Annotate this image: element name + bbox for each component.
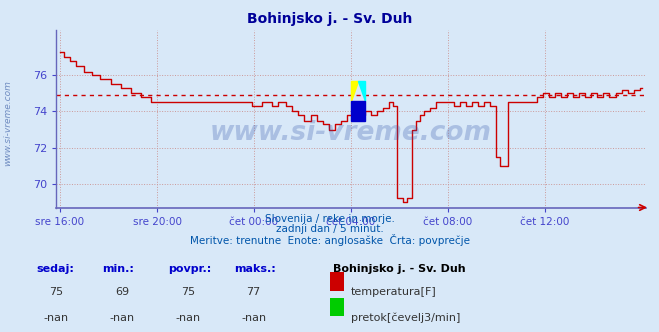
Text: zadnji dan / 5 minut.: zadnji dan / 5 minut.	[275, 224, 384, 234]
Text: 69: 69	[115, 287, 129, 297]
Text: Bohinjsko j. - Sv. Duh: Bohinjsko j. - Sv. Duh	[247, 12, 412, 26]
Polygon shape	[351, 81, 358, 101]
Text: Slovenija / reke in morje.: Slovenija / reke in morje.	[264, 214, 395, 224]
Text: 75: 75	[49, 287, 63, 297]
Text: www.si-vreme.com: www.si-vreme.com	[210, 120, 492, 146]
Text: pretok[čevelj3/min]: pretok[čevelj3/min]	[351, 313, 460, 323]
Text: -nan: -nan	[175, 313, 200, 323]
Text: 75: 75	[181, 287, 195, 297]
Text: Meritve: trenutne  Enote: anglosaške  Črta: povprečje: Meritve: trenutne Enote: anglosaške Črta…	[190, 234, 469, 246]
Text: min.:: min.:	[102, 264, 134, 274]
Text: -nan: -nan	[109, 313, 134, 323]
Text: povpr.:: povpr.:	[168, 264, 212, 274]
Text: sedaj:: sedaj:	[36, 264, 74, 274]
Text: www.si-vreme.com: www.si-vreme.com	[3, 80, 13, 166]
Text: Bohinjsko j. - Sv. Duh: Bohinjsko j. - Sv. Duh	[333, 264, 465, 274]
Bar	[351, 101, 365, 121]
Text: 77: 77	[246, 287, 261, 297]
Text: maks.:: maks.:	[234, 264, 275, 274]
Text: temperatura[F]: temperatura[F]	[351, 287, 436, 297]
Polygon shape	[358, 81, 365, 101]
Text: -nan: -nan	[241, 313, 266, 323]
Text: -nan: -nan	[43, 313, 69, 323]
